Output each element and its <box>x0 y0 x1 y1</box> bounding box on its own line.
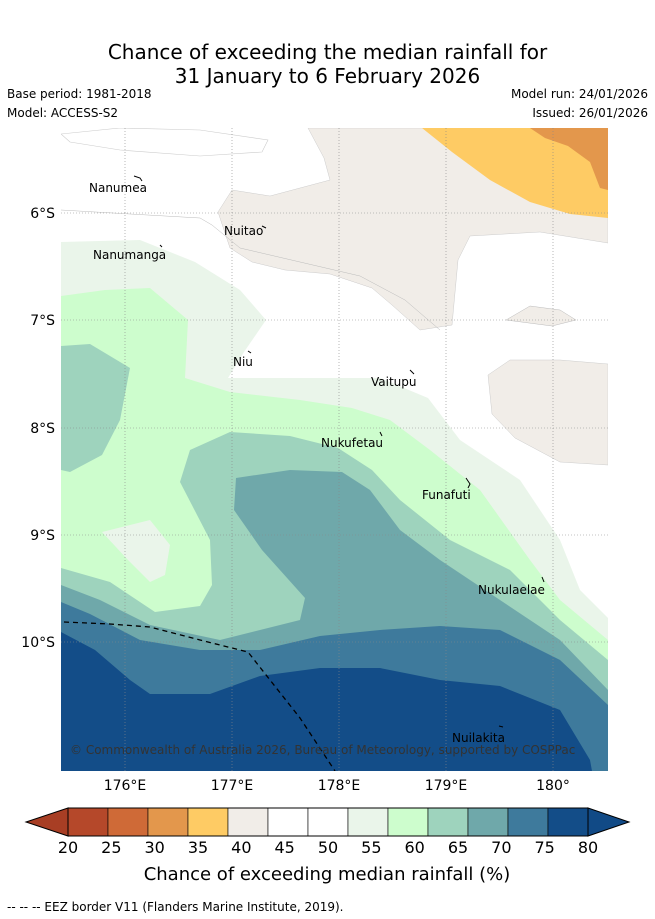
colorbar-outline <box>67 807 589 837</box>
colorbar-tick-label: 75 <box>534 838 554 857</box>
graticule <box>61 128 608 771</box>
label-nuilakita: Nuilakita <box>452 731 505 745</box>
x-tick-177: 177°E <box>211 778 254 794</box>
colorbar-tick-label: 55 <box>361 838 381 857</box>
islands <box>133 175 545 728</box>
island-vaitupu <box>409 369 415 375</box>
colorbar-swatch <box>267 807 309 837</box>
x-tick-180: 180° <box>536 778 570 794</box>
y-tick-6s: 6°S <box>30 206 55 222</box>
colorbar-tick-label: 45 <box>274 838 294 857</box>
label-funafuti: Funafuti <box>422 488 471 502</box>
eez-border <box>63 621 336 771</box>
colorbar-swatch <box>147 807 189 837</box>
label-niu: Niu <box>233 355 253 369</box>
colorbar-tick-label: 80 <box>578 838 598 857</box>
title-line-1: Chance of exceeding the median rainfall … <box>107 40 548 64</box>
chart-title: Chance of exceeding the median rainfall … <box>0 40 655 88</box>
y-tick-9s: 9°S <box>30 528 55 544</box>
colorbar-tick-label: 40 <box>231 838 251 857</box>
issued-date: Issued: 26/01/2026 <box>532 106 648 120</box>
colorbar-tick-label: 70 <box>491 838 511 857</box>
x-tick-178: 178°E <box>318 778 361 794</box>
island-nanumea <box>133 175 143 182</box>
colorbar-swatch <box>67 807 109 837</box>
island-nukufetau <box>379 431 383 437</box>
x-tick-176: 176°E <box>104 778 147 794</box>
colorbar-swatch <box>107 807 149 837</box>
colorbar-under-arrow <box>24 807 69 837</box>
colorbar-swatch <box>427 807 469 837</box>
map-contours: Nanumea Nuitao Nanumanga Niu Vaitupu Nuk… <box>61 128 608 771</box>
colorbar-swatch <box>547 807 589 837</box>
colorbar-tick-label: 35 <box>188 838 208 857</box>
contour-65-70-west <box>61 344 130 472</box>
model-name: Model: ACCESS-S2 <box>7 106 119 120</box>
label-vaitupu: Vaitupu <box>371 375 417 389</box>
island-nanumanga <box>159 244 163 248</box>
colorbar-swatch <box>227 807 269 837</box>
contour-55-60-pocket <box>102 520 170 582</box>
colorbar-tick-label: 65 <box>448 838 468 857</box>
x-tick-179: 179°E <box>425 778 468 794</box>
colorbar-tick-label: 30 <box>144 838 164 857</box>
label-nanumea: Nanumea <box>89 181 147 195</box>
label-nukufetau: Nukufetau <box>321 436 383 450</box>
y-tick-10s: 10°S <box>21 635 55 651</box>
model-run: Model run: 24/01/2026 <box>510 87 648 101</box>
colorbar-over-arrow <box>587 807 631 837</box>
contour-40-45-small <box>505 305 577 327</box>
contour-line-mid <box>61 209 441 331</box>
island-nuilakita <box>498 725 504 728</box>
colorbar-tick-label: 50 <box>318 838 338 857</box>
y-tick-7s: 7°S <box>30 313 55 329</box>
y-axis: 6°S 7°S 8°S 9°S 10°S <box>21 206 55 651</box>
title-line-2: 31 January to 6 February 2026 <box>174 64 481 88</box>
copyright-notice: © Commonwealth of Australia 2026, Bureau… <box>70 743 575 757</box>
island-funafuti <box>465 477 471 489</box>
eez-legend: -- -- -- EEZ border V11 (Flanders Marine… <box>7 900 344 914</box>
colorbar-swatch <box>387 807 429 837</box>
contour-40-45-east <box>487 359 608 466</box>
contour-35-40 <box>422 128 608 218</box>
y-tick-8s: 8°S <box>30 421 55 437</box>
colorbar-swatch <box>307 807 349 837</box>
label-nanumanga: Nanumanga <box>93 248 166 262</box>
island-nukulaelae <box>541 576 545 583</box>
colorbar: 20 25 30 35 40 45 50 55 60 65 70 75 80 Chance of exc… <box>24 807 631 885</box>
colorbar-swatch <box>347 807 389 837</box>
colorbar-tick-label: 25 <box>101 838 121 857</box>
label-nuitao: Nuitao <box>224 224 263 238</box>
colorbar-tick-label: 20 <box>58 838 78 857</box>
island-niu <box>247 350 252 354</box>
colorbar-tick-label: 60 <box>404 838 424 857</box>
colorbar-title: Chance of exceeding median rainfall (%) <box>144 864 511 885</box>
contour-line-nw <box>61 128 269 157</box>
label-nukulaelae: Nukulaelae <box>478 583 545 597</box>
colorbar-swatch <box>507 807 549 837</box>
contour-30-35 <box>530 128 608 190</box>
colorbar-swatches <box>67 807 589 837</box>
colorbar-labels: 20 25 30 35 40 45 50 55 60 65 70 75 80 <box>58 838 598 857</box>
contour-80-plus <box>61 632 592 771</box>
colorbar-swatch <box>467 807 509 837</box>
x-axis: 176°E 177°E 178°E 179°E 180° <box>104 778 570 794</box>
base-period: Base period: 1981-2018 <box>7 87 152 101</box>
colorbar-swatch <box>187 807 229 837</box>
island-nuitao <box>261 225 267 229</box>
